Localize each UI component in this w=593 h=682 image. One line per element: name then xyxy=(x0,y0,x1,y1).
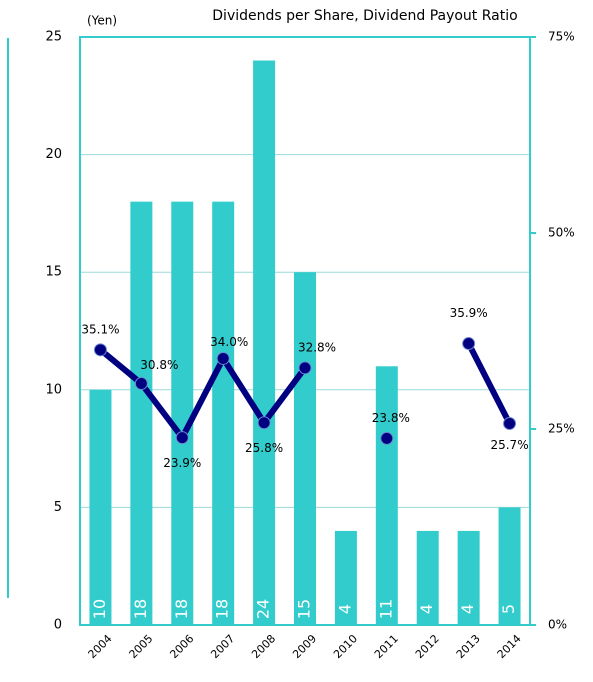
line-marker xyxy=(216,351,230,365)
x-tick-label: 2007 xyxy=(208,632,237,661)
bar-value-label: 4 xyxy=(335,604,354,614)
bar xyxy=(130,201,153,625)
y-tick-label: 0 xyxy=(54,618,62,633)
x-tick-label: 2013 xyxy=(454,632,483,661)
bar xyxy=(334,530,357,625)
line-marker xyxy=(175,431,189,445)
x-tick-label: 2014 xyxy=(495,632,524,661)
y2-tick-label: 0% xyxy=(548,618,567,632)
y-tick-label: 5 xyxy=(54,500,62,515)
line-value-label: 25.8% xyxy=(245,441,283,455)
line-marker xyxy=(134,377,148,391)
x-tick-label: 2012 xyxy=(413,632,442,661)
bar-value-label: 4 xyxy=(417,604,436,614)
y-tick-label: 10 xyxy=(45,382,62,397)
bar xyxy=(294,272,316,625)
line-marker xyxy=(462,337,476,351)
bar-value-label: 18 xyxy=(213,599,232,619)
line-marker xyxy=(93,343,107,357)
line xyxy=(98,342,513,441)
line-marker xyxy=(503,417,517,431)
bar-value-label: 15 xyxy=(295,599,314,619)
bar-value-label: 5 xyxy=(499,604,518,614)
line-value-label: 23.8% xyxy=(372,411,410,425)
x-tick-label: 2011 xyxy=(372,632,401,661)
bar xyxy=(375,366,398,625)
bar xyxy=(89,389,112,625)
line-value-label: 23.9% xyxy=(163,456,201,470)
y2-tick-label: 75% xyxy=(548,30,575,44)
bar-value-label: 11 xyxy=(376,599,395,619)
line-value-label: 34.0% xyxy=(210,335,248,349)
y-tick-label: 25 xyxy=(45,30,62,45)
x-tick-label: 2006 xyxy=(167,632,196,661)
x-tick-label: 2008 xyxy=(249,632,278,661)
x-tick-label: 2010 xyxy=(331,632,360,661)
x-tick-label: 2009 xyxy=(290,632,319,661)
bar xyxy=(498,507,521,625)
line-value-label: 35.9% xyxy=(450,306,488,320)
line-marker xyxy=(380,431,394,445)
bar-value-label: 18 xyxy=(131,599,150,619)
bar xyxy=(212,201,235,625)
bar-value-label: 4 xyxy=(458,604,477,614)
bar-value-label: 24 xyxy=(254,599,273,619)
bar-value-label: 18 xyxy=(172,599,191,619)
chart-title: Dividends per Share, Dividend Payout Rat… xyxy=(212,8,517,24)
bar xyxy=(253,60,276,625)
bar xyxy=(171,201,194,625)
line-value-label: 35.1% xyxy=(81,322,119,336)
bar-value-label: 10 xyxy=(90,599,109,619)
y2-tick-label: 25% xyxy=(548,422,575,436)
y-axis-label: (Yen) xyxy=(87,14,117,28)
bar xyxy=(416,530,439,625)
y-tick-label: 15 xyxy=(45,265,62,280)
line-value-label: 25.7% xyxy=(490,438,528,452)
line-value-label: 30.8% xyxy=(140,358,178,372)
line-value-label: 32.8% xyxy=(298,340,336,354)
x-tick-label: 2005 xyxy=(127,632,156,661)
line-marker xyxy=(298,361,312,375)
line-marker xyxy=(257,416,271,430)
y2-tick-label: 50% xyxy=(548,226,575,240)
bar xyxy=(457,530,480,625)
y-tick-label: 20 xyxy=(45,147,62,162)
x-tick-label: 2004 xyxy=(86,632,115,661)
